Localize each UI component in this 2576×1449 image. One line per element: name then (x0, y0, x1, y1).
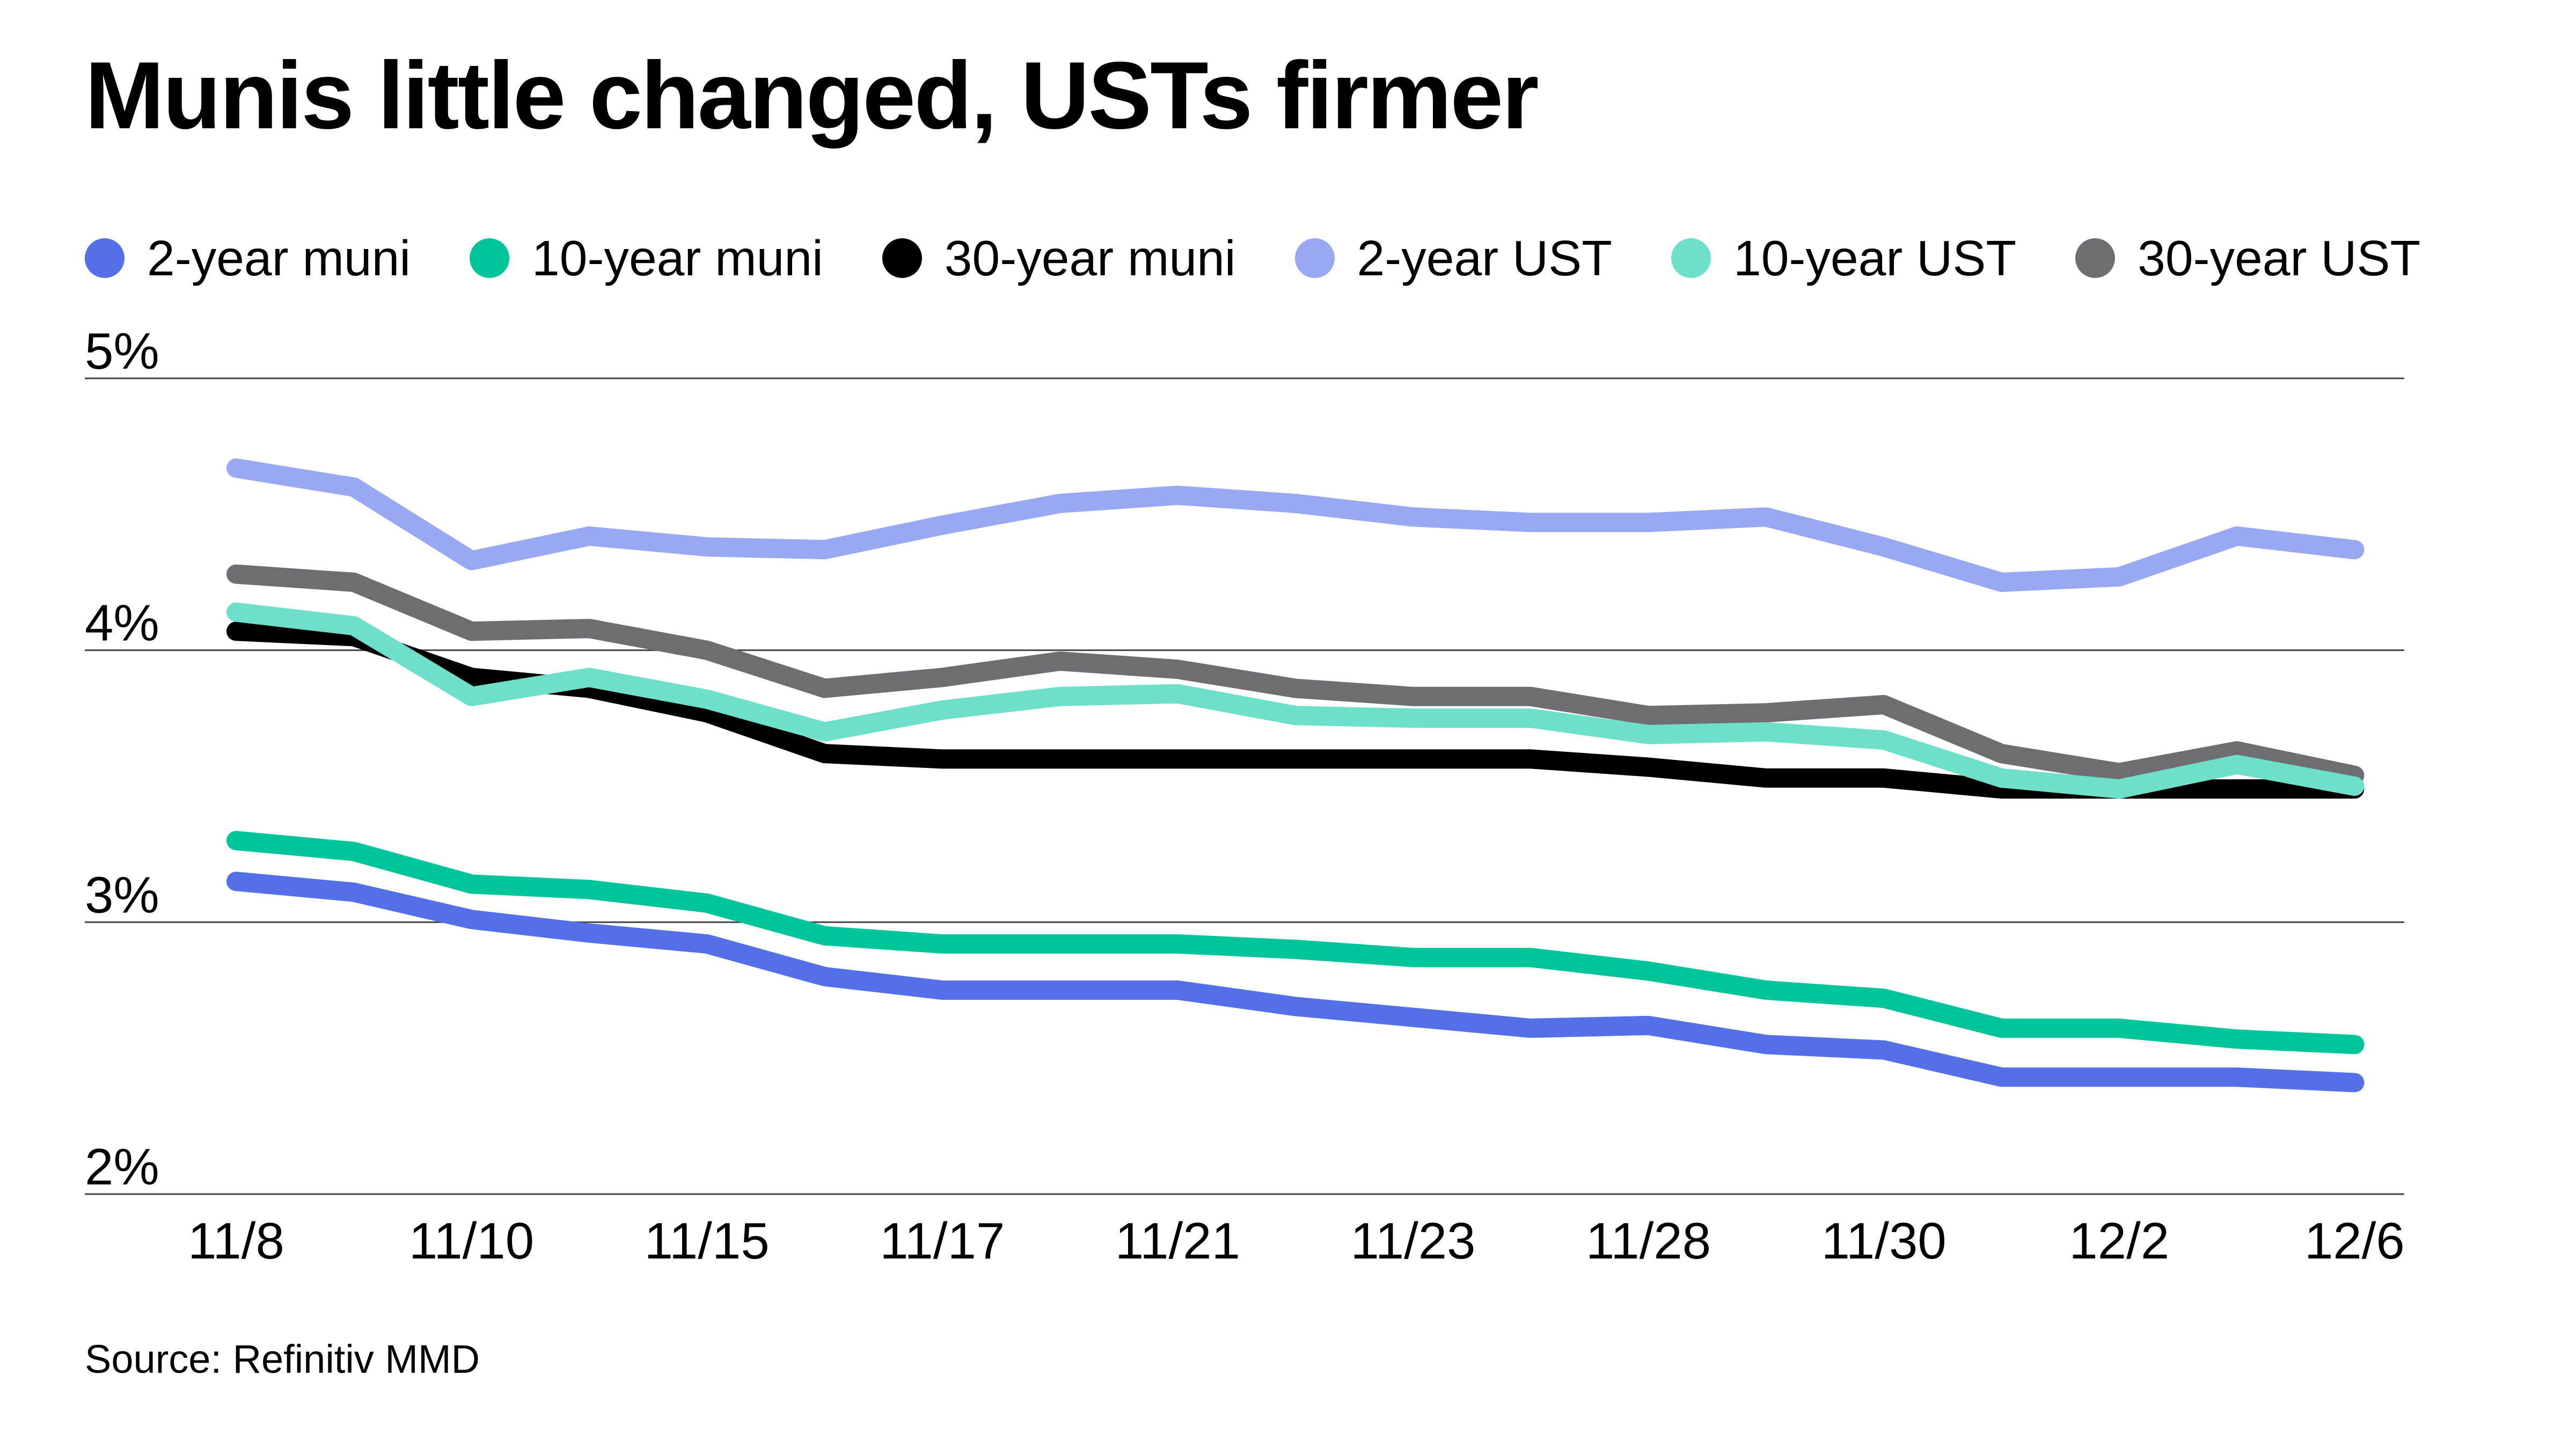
legend-item-10-year-muni: 10-year muni (470, 233, 823, 283)
series-line-10-year-ust (226, 602, 2365, 799)
x-tick-label: 11/21 (1115, 1212, 1240, 1270)
series-line-30-year-ust (226, 564, 2365, 785)
legend-item-30-year-muni: 30-year muni (882, 233, 1236, 283)
legend-label: 2-year UST (1357, 230, 1612, 286)
x-tick-label: 11/8 (188, 1212, 284, 1270)
x-tick-label: 11/30 (1821, 1212, 1946, 1270)
legend-item-2-year-ust: 2-year UST (1294, 230, 1612, 286)
legend-label: 30-year UST (2138, 230, 2421, 286)
x-tick-label: 11/23 (1350, 1212, 1475, 1270)
chart-legend: 2-year muni 10-year muni 30-year muni 2-… (85, 224, 2420, 292)
x-tick-label: 11/15 (645, 1212, 770, 1270)
x-tick-label: 11/17 (880, 1212, 1005, 1270)
legend-item-2-year-muni: 2-year muni (85, 233, 411, 283)
x-tick-label: 11/28 (1586, 1212, 1711, 1270)
x-axis-labels: 11/8 11/10 11/15 11/17 11/21 11/23 11/28 11/30 1… (188, 1212, 2405, 1270)
y-tick-label: 4% (85, 595, 159, 652)
x-tick-label: 12/6 (2304, 1212, 2405, 1270)
series-line-2-year-ust (226, 458, 2365, 592)
x-tick-label: 12/2 (2069, 1212, 2169, 1270)
legend-label: 10-year UST (1733, 230, 2017, 286)
legend-marker (2075, 238, 2116, 278)
series-line-30-year-muni (226, 621, 2365, 799)
legend-item-10-year-ust: 10-year UST (1671, 233, 2016, 283)
legend-marker (1294, 238, 1335, 278)
series-lines (226, 458, 2365, 1093)
y-axis-labels: 5% 4% 3% 2% (85, 323, 159, 1196)
x-tick-label: 11/10 (409, 1212, 534, 1270)
legend-marker (1671, 238, 1711, 278)
legend-marker (882, 238, 922, 278)
legend-marker (85, 238, 125, 278)
legend-label: 30-year muni (944, 230, 1236, 286)
series-line-2-year-muni (226, 872, 2365, 1093)
y-tick-label: 3% (85, 866, 159, 924)
chart-title: Munis little changed, USTs firmer (85, 42, 1539, 149)
legend-label: 10-year muni (532, 230, 823, 286)
legend-marker (470, 238, 510, 278)
source-note: Source: Refinitiv MMD (85, 1337, 480, 1381)
y-tick-label: 5% (85, 323, 159, 380)
series-line-10-year-muni (226, 831, 2365, 1055)
legend-item-30-year-ust: 30-year UST (2075, 233, 2420, 283)
legend-label: 2-year muni (147, 230, 411, 286)
y-tick-label: 2% (85, 1138, 159, 1196)
